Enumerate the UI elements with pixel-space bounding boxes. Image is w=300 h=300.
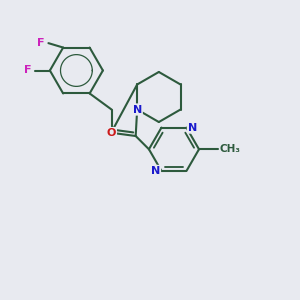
- Text: F: F: [24, 65, 32, 76]
- Text: N: N: [151, 166, 160, 176]
- Text: CH₃: CH₃: [220, 144, 241, 154]
- Text: N: N: [133, 104, 142, 115]
- Text: O: O: [106, 128, 116, 138]
- Text: F: F: [38, 38, 45, 48]
- Text: N: N: [188, 123, 197, 133]
